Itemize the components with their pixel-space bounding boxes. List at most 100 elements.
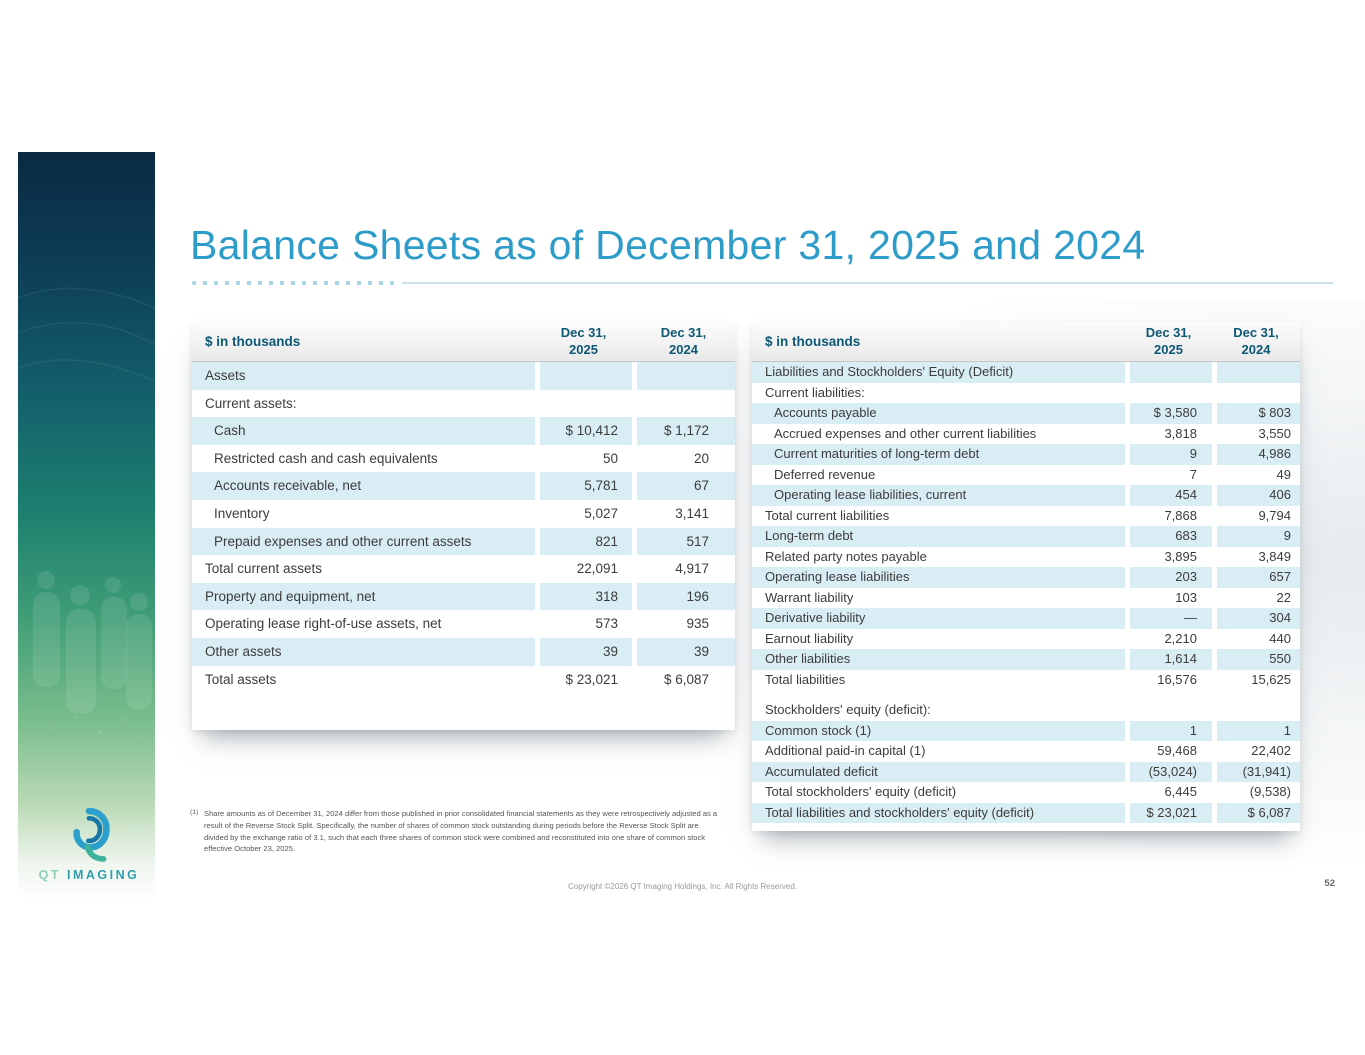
- row-label: Long-term debt: [752, 526, 1125, 547]
- value-2024: (31,941): [1217, 761, 1300, 782]
- value-2025: 2,210: [1164, 630, 1197, 646]
- table-row: Operating lease right-of-use assets, net…: [192, 610, 735, 638]
- value-2025: 7: [1189, 466, 1197, 482]
- assets-table-header: $ in thousands Dec 31, 2025 Dec 31, 2024: [192, 322, 735, 362]
- value-2024: 657: [1217, 567, 1300, 588]
- value-2025: 1,614: [1130, 649, 1212, 670]
- table-row: Prepaid expenses and other current asset…: [192, 527, 735, 556]
- row-label: Accrued expenses and other current liabi…: [774, 425, 1037, 441]
- value-2024: 3,141: [675, 505, 709, 521]
- row-label: Stockholders' equity (deficit):: [765, 702, 931, 717]
- assets-header-dec-31-2024: Dec 31, 2024: [660, 324, 707, 357]
- value-2025: 821: [540, 527, 632, 556]
- assets-header-units-label: $ in thousands: [205, 334, 301, 349]
- value-2025: $ 10,412: [540, 417, 632, 445]
- qt-imaging-logo-icon: [66, 806, 112, 864]
- row-label: Total current liabilities: [765, 507, 890, 523]
- value-2025: 7,868: [1164, 507, 1197, 523]
- row-label: Accumulated deficit: [752, 761, 1125, 782]
- row-label: Deferred revenue: [774, 466, 876, 482]
- footnote-marker: (1): [190, 809, 199, 816]
- value-2025: 103: [1175, 589, 1197, 605]
- value-2025: [1130, 700, 1212, 721]
- divider-dots: [192, 280, 397, 285]
- value-2025: 203: [1130, 567, 1212, 588]
- table-row: Cash $ 10,412 $ 1,172: [192, 417, 735, 445]
- divider-line: [402, 281, 1333, 284]
- value-2024: 4,917: [675, 561, 709, 577]
- value-2024: [1217, 362, 1300, 383]
- table-row: Earnout liability 2,210 440: [752, 629, 1300, 650]
- liabilities-table-body: Liabilities and Stockholders' Equity (De…: [752, 362, 1300, 823]
- table-row: Deferred revenue 7 49: [752, 465, 1300, 486]
- table-row: Stockholders' equity (deficit):: [752, 700, 1300, 721]
- value-2024: 196: [637, 582, 735, 611]
- table-row: Total current assets 22,091 4,917: [192, 555, 735, 583]
- value-2024: 3,849: [1258, 548, 1291, 564]
- row-label: Total current assets: [205, 561, 323, 577]
- row-label: Total liabilities and stockholders' equi…: [752, 802, 1125, 823]
- value-2024: 517: [637, 527, 735, 556]
- table-row: Total current liabilities 7,868 9,794: [752, 506, 1300, 527]
- value-2024: 39: [637, 637, 735, 666]
- table-row: Warrant liability 103 22: [752, 588, 1300, 609]
- value-2025: $ 23,021: [1130, 802, 1212, 823]
- table-row: Accrued expenses and other current liabi…: [752, 424, 1300, 445]
- table-row: Current assets:: [192, 390, 735, 418]
- value-2025: 39: [540, 637, 632, 666]
- row-label: Cash: [192, 417, 535, 445]
- footnote-text: Share amounts as of December 31, 2024 di…: [204, 809, 718, 854]
- liabilities-header-dec-31-2024: Dec 31, 2024: [1233, 324, 1279, 357]
- liabilities-header-units-label: $ in thousands: [765, 334, 861, 349]
- title-divider: [192, 280, 1333, 285]
- row-label: Accounts payable: [752, 403, 1125, 424]
- value-2024: 4,986: [1217, 444, 1300, 465]
- footnote: (1) Share amounts as of December 31, 202…: [190, 808, 720, 855]
- table-row: Assets: [192, 362, 735, 390]
- value-2024: (9,538): [1249, 784, 1291, 799]
- value-2025: 9: [1130, 444, 1212, 465]
- value-2024: 22: [1276, 589, 1291, 605]
- row-label: Current liabilities:: [765, 384, 865, 400]
- value-2024: 67: [637, 472, 735, 500]
- value-2024: [1217, 383, 1300, 404]
- value-2024: 15,625: [1251, 671, 1291, 687]
- page-number: 52: [1324, 878, 1335, 889]
- value-2025: 5,027: [584, 505, 618, 521]
- row-label: Additional paid-in capital (1): [765, 743, 926, 758]
- row-label: Operating lease liabilities, current: [752, 485, 1125, 506]
- table-row: Total liabilities and stockholders' equi…: [752, 802, 1300, 823]
- table-row: Current maturities of long-term debt 9 4,9…: [752, 444, 1300, 465]
- row-label: Total assets: [205, 671, 277, 687]
- table-row: Total stockholders' equity (deficit) 6,44…: [752, 782, 1300, 803]
- value-2025: 59,468: [1157, 743, 1197, 758]
- value-2024: 9,794: [1258, 507, 1291, 523]
- row-label: Warrant liability: [765, 589, 854, 605]
- row-label: Inventory: [214, 505, 270, 521]
- value-2024: [637, 362, 735, 390]
- value-2025: [1130, 362, 1212, 383]
- row-label: Current assets:: [205, 395, 297, 411]
- logo-text-imaging: IMAGING: [67, 868, 140, 882]
- table-row: Operating lease liabilities, current 454 4…: [752, 485, 1300, 506]
- table-row: Operating lease liabilities 203 657: [752, 567, 1300, 588]
- row-label: Operating lease right-of-use assets, net: [205, 616, 442, 632]
- qt-imaging-logo-text: QT IMAGING: [18, 868, 160, 882]
- value-2024: $ 6,087: [663, 671, 709, 687]
- table-row: Common stock (1) 1 1: [752, 720, 1300, 741]
- value-2024: [1217, 700, 1300, 721]
- value-2025: 683: [1130, 526, 1212, 547]
- row-label: Property and equipment, net: [192, 582, 535, 611]
- liabilities-header-dec-31-2025: Dec 31, 2025: [1145, 324, 1192, 357]
- value-2025: [1130, 383, 1212, 404]
- table-row: Derivative liability —304: [752, 608, 1300, 629]
- row-label: Other assets: [192, 637, 535, 666]
- value-2025: 318: [540, 582, 632, 611]
- table-row: Accounts payable $ 3,580 $ 803: [752, 403, 1300, 424]
- table-row: Restricted cash and cash equivalents 50 20: [192, 445, 735, 473]
- value-2025: 573: [595, 616, 618, 632]
- table-row: Accounts receivable, net 5,781 67: [192, 472, 735, 500]
- value-2024: 406: [1217, 485, 1300, 506]
- table-spacer-row: [752, 690, 1300, 700]
